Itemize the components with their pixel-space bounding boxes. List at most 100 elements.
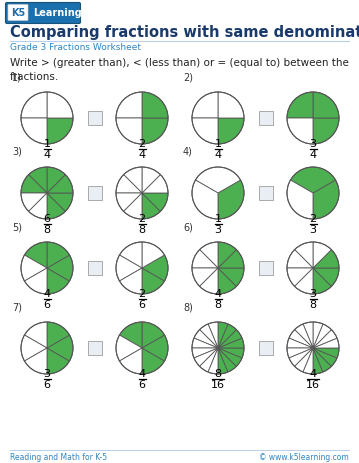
Wedge shape bbox=[289, 330, 313, 348]
Wedge shape bbox=[200, 348, 218, 372]
Wedge shape bbox=[200, 242, 218, 268]
Text: Reading and Math for K-5: Reading and Math for K-5 bbox=[10, 453, 107, 463]
FancyBboxPatch shape bbox=[259, 341, 273, 355]
Wedge shape bbox=[142, 255, 168, 281]
Wedge shape bbox=[192, 348, 218, 358]
Text: Comparing fractions with same denominator: Comparing fractions with same denominato… bbox=[10, 25, 359, 40]
Wedge shape bbox=[21, 335, 47, 361]
Text: 4: 4 bbox=[43, 150, 51, 160]
Text: 8: 8 bbox=[214, 369, 222, 379]
Wedge shape bbox=[218, 330, 242, 348]
Wedge shape bbox=[116, 335, 142, 361]
Wedge shape bbox=[21, 175, 47, 193]
Text: 6: 6 bbox=[43, 214, 51, 224]
Text: 16: 16 bbox=[211, 380, 225, 390]
Wedge shape bbox=[47, 255, 73, 281]
Text: 4: 4 bbox=[309, 369, 317, 379]
Wedge shape bbox=[218, 92, 244, 118]
Text: 8: 8 bbox=[43, 225, 51, 235]
Wedge shape bbox=[218, 324, 236, 348]
Wedge shape bbox=[47, 118, 73, 144]
Wedge shape bbox=[120, 322, 142, 348]
Text: 1: 1 bbox=[214, 214, 222, 224]
Wedge shape bbox=[47, 322, 70, 348]
FancyBboxPatch shape bbox=[259, 261, 273, 275]
Wedge shape bbox=[47, 348, 70, 374]
Text: 2: 2 bbox=[309, 214, 317, 224]
Wedge shape bbox=[313, 322, 323, 348]
Text: 3: 3 bbox=[214, 225, 222, 235]
Text: K5: K5 bbox=[11, 8, 25, 18]
FancyBboxPatch shape bbox=[8, 5, 28, 20]
Wedge shape bbox=[21, 193, 47, 212]
Wedge shape bbox=[287, 348, 313, 358]
Wedge shape bbox=[313, 324, 331, 348]
Text: 8: 8 bbox=[214, 300, 222, 310]
Wedge shape bbox=[24, 322, 47, 348]
Wedge shape bbox=[116, 255, 142, 281]
Wedge shape bbox=[192, 118, 218, 144]
Wedge shape bbox=[29, 193, 47, 219]
Wedge shape bbox=[218, 338, 244, 348]
Wedge shape bbox=[120, 242, 142, 268]
Wedge shape bbox=[289, 348, 313, 366]
Wedge shape bbox=[21, 118, 47, 144]
Text: Write > (greater than), < (less than) or = (equal to) between the
fractions.: Write > (greater than), < (less than) or… bbox=[10, 58, 349, 82]
Text: 3: 3 bbox=[309, 139, 317, 149]
Wedge shape bbox=[142, 92, 168, 118]
Wedge shape bbox=[47, 268, 70, 294]
Text: 3: 3 bbox=[309, 289, 317, 299]
Text: 6: 6 bbox=[139, 300, 145, 310]
Wedge shape bbox=[313, 348, 323, 374]
Wedge shape bbox=[313, 180, 339, 219]
Text: 2: 2 bbox=[139, 214, 145, 224]
Text: 6: 6 bbox=[139, 380, 145, 390]
Wedge shape bbox=[47, 175, 73, 193]
Wedge shape bbox=[24, 348, 47, 374]
Text: 4: 4 bbox=[139, 150, 145, 160]
Wedge shape bbox=[287, 338, 313, 348]
Text: 2: 2 bbox=[139, 139, 145, 149]
Wedge shape bbox=[116, 193, 142, 212]
Wedge shape bbox=[295, 268, 313, 294]
Text: 6): 6) bbox=[183, 222, 193, 232]
Wedge shape bbox=[208, 348, 218, 374]
Wedge shape bbox=[287, 92, 313, 118]
Wedge shape bbox=[47, 167, 65, 193]
Wedge shape bbox=[47, 242, 70, 268]
FancyBboxPatch shape bbox=[88, 111, 102, 125]
Wedge shape bbox=[218, 322, 228, 348]
Wedge shape bbox=[192, 250, 218, 268]
Wedge shape bbox=[192, 92, 218, 118]
Text: 2: 2 bbox=[139, 289, 145, 299]
FancyBboxPatch shape bbox=[5, 2, 80, 24]
Text: 8: 8 bbox=[139, 225, 145, 235]
FancyBboxPatch shape bbox=[259, 111, 273, 125]
Wedge shape bbox=[313, 348, 339, 358]
Wedge shape bbox=[287, 250, 313, 268]
Text: 3): 3) bbox=[12, 147, 22, 157]
Wedge shape bbox=[313, 92, 339, 118]
Wedge shape bbox=[218, 348, 244, 358]
Wedge shape bbox=[194, 348, 218, 366]
Wedge shape bbox=[303, 322, 313, 348]
Text: 4: 4 bbox=[309, 150, 317, 160]
Text: 4: 4 bbox=[139, 369, 145, 379]
Wedge shape bbox=[47, 92, 73, 118]
Text: 3: 3 bbox=[309, 225, 317, 235]
Text: 6: 6 bbox=[43, 300, 51, 310]
Text: 4: 4 bbox=[43, 289, 51, 299]
Wedge shape bbox=[313, 348, 331, 372]
Wedge shape bbox=[142, 193, 168, 212]
Text: © www.k5learning.com: © www.k5learning.com bbox=[259, 453, 349, 463]
Text: 7): 7) bbox=[12, 302, 22, 312]
Wedge shape bbox=[218, 250, 244, 268]
Wedge shape bbox=[116, 175, 142, 193]
Text: 8: 8 bbox=[309, 300, 317, 310]
Wedge shape bbox=[287, 180, 313, 219]
Wedge shape bbox=[47, 193, 73, 212]
Wedge shape bbox=[313, 242, 331, 268]
FancyBboxPatch shape bbox=[88, 341, 102, 355]
Wedge shape bbox=[24, 268, 47, 294]
Wedge shape bbox=[313, 348, 337, 366]
